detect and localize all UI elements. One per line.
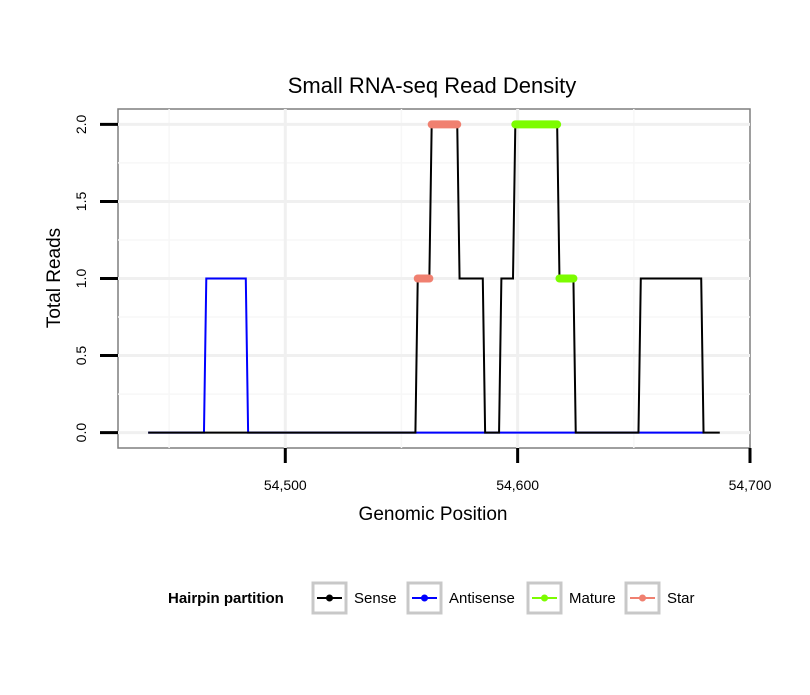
- legend-label-sense: Sense: [354, 590, 397, 607]
- y-tick-label: 2.0: [73, 114, 89, 134]
- y-axis: 0.0 0.5 1.0 1.5 2.0: [73, 114, 118, 442]
- legend-label-antisense: Antisense: [449, 590, 515, 607]
- y-tick-label: 0.0: [73, 423, 89, 443]
- legend-key-dot-sense: [326, 594, 333, 602]
- legend-key-dot-antisense: [421, 594, 428, 602]
- legend-key-dot-mature: [541, 594, 548, 602]
- series-layer: [148, 120, 720, 434]
- y-tick-label: 1.5: [73, 192, 89, 212]
- y-axis-label: Total Reads: [44, 228, 65, 328]
- y-tick-label: 1.0: [73, 269, 89, 289]
- legend: Hairpin partition Sense Antisense Mature St…: [168, 581, 695, 615]
- legend-label-mature: Mature: [569, 590, 616, 607]
- series-sense-line: [148, 123, 720, 434]
- y-tick-label: 0.5: [73, 346, 89, 366]
- legend-key-dot-star: [639, 594, 646, 602]
- x-axis-label: Genomic Position: [359, 504, 508, 525]
- chart-title: Small RNA-seq Read Density: [288, 73, 577, 98]
- legend-label-star: Star: [667, 590, 695, 607]
- x-axis: 54,500 54,600 54,700: [264, 448, 772, 493]
- x-tick-label: 54,600: [496, 477, 539, 493]
- x-tick-label: 54,700: [729, 477, 772, 493]
- legend-title: Hairpin partition: [168, 590, 284, 607]
- x-tick-label: 54,500: [264, 477, 307, 493]
